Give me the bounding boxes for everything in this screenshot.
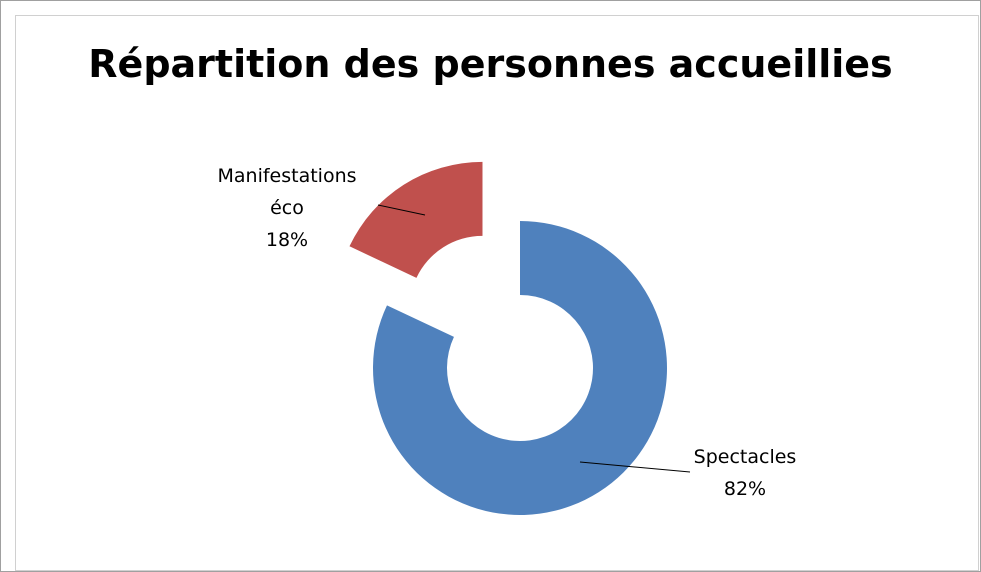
donut-slice — [372, 221, 667, 515]
slice-value-label: 18% — [265, 229, 309, 251]
slice-value-label: 82% — [723, 478, 767, 500]
slice-label: Spectacles — [693, 446, 797, 468]
chart-title: Répartition des personnes accueillies — [88, 42, 893, 86]
donut-slice — [349, 161, 483, 278]
leader-line — [579, 461, 691, 473]
slice-label: Manifestations éco — [217, 165, 357, 219]
leader-line — [377, 204, 426, 216]
chart-area — [15, 15, 979, 571]
